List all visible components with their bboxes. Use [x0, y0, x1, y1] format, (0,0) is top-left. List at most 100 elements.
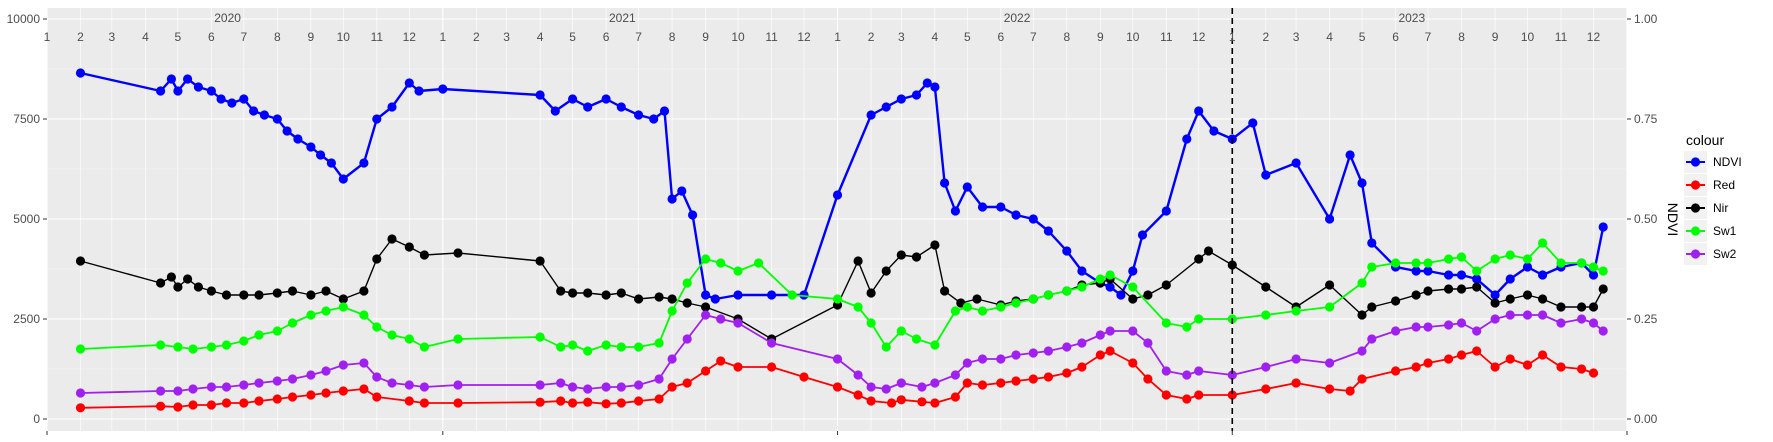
data-point-sw1 — [977, 306, 988, 316]
data-point-red — [1194, 390, 1204, 400]
data-point-ndvi — [1209, 126, 1219, 136]
data-point-ndvi — [667, 194, 677, 204]
data-point-red — [287, 392, 298, 402]
data-point-sw1 — [1505, 250, 1515, 260]
data-point-nir — [1357, 310, 1367, 320]
data-point-sw1 — [1194, 314, 1204, 324]
data-point-sw1 — [1062, 286, 1072, 296]
data-point-sw2 — [1598, 326, 1608, 336]
data-point-ndvi — [1357, 178, 1367, 188]
data-point-sw2 — [950, 370, 961, 380]
data-point-sw2 — [1062, 342, 1072, 352]
data-point-nir — [881, 266, 891, 276]
data-point-sw2 — [682, 334, 692, 344]
data-point-sw2 — [206, 382, 216, 392]
data-point-sw2 — [1261, 362, 1271, 372]
data-point-nir — [853, 256, 863, 266]
data-point-ndvi — [911, 90, 922, 100]
data-point-red — [1325, 384, 1335, 394]
month-label: 5 — [1359, 30, 1366, 44]
data-point-sw2 — [1357, 346, 1367, 356]
data-point-ndvi — [1598, 222, 1608, 232]
data-point-nir — [568, 288, 578, 298]
data-point-red — [321, 388, 331, 398]
data-point-sw2 — [1411, 322, 1421, 332]
month-label: 4 — [537, 30, 544, 44]
data-point-ndvi — [568, 94, 578, 104]
month-label: 8 — [669, 30, 676, 44]
data-point-nir — [972, 294, 982, 304]
data-point-ndvi — [173, 86, 183, 96]
data-point-sw1 — [853, 302, 863, 312]
data-point-ndvi — [1248, 118, 1258, 128]
data-point-sw1 — [701, 254, 711, 264]
month-label: 1 — [834, 30, 841, 44]
data-point-nir — [940, 286, 950, 296]
data-point-nir — [221, 290, 232, 300]
data-point-sw1 — [419, 342, 429, 352]
data-point-ndvi — [272, 114, 282, 124]
data-point-sw1 — [173, 342, 183, 352]
data-point-nir — [1367, 302, 1377, 312]
data-point-nir — [1444, 284, 1454, 294]
data-point-red — [1588, 368, 1599, 378]
data-point-sw2 — [372, 372, 382, 382]
data-point-ndvi — [1194, 106, 1204, 116]
data-point-sw1 — [1577, 258, 1587, 268]
data-point-red — [616, 398, 626, 408]
data-point-sw2 — [733, 318, 743, 328]
data-point-red — [568, 398, 578, 408]
legend-label: Red — [1713, 178, 1735, 192]
data-point-sw1 — [1556, 258, 1566, 268]
data-point-sw1 — [716, 258, 726, 268]
data-point-ndvi — [1291, 158, 1301, 168]
data-point-nir — [166, 272, 176, 282]
data-point-ndvi — [1011, 210, 1021, 220]
data-point-nir — [1522, 290, 1533, 300]
data-point-nir — [183, 274, 193, 284]
data-point-ndvi — [316, 150, 326, 160]
data-point-sw2 — [1423, 322, 1433, 332]
data-point-ndvi — [1182, 134, 1192, 144]
data-point-sw1 — [1367, 262, 1377, 272]
data-point-sw2 — [239, 380, 249, 390]
data-point-ndvi — [1444, 270, 1454, 280]
data-point-nir — [338, 294, 348, 304]
data-point-sw1 — [568, 340, 578, 350]
legend-title: colour — [1686, 132, 1724, 148]
month-label: 7 — [1425, 30, 1432, 44]
data-point-nir — [1203, 246, 1214, 256]
data-point-red — [1182, 394, 1192, 404]
data-point-nir — [75, 256, 86, 266]
data-point-ndvi — [601, 94, 611, 104]
data-point-nir — [535, 256, 545, 266]
data-point-sw2 — [996, 354, 1006, 364]
data-point-nir — [896, 250, 906, 260]
data-point-sw1 — [1043, 290, 1053, 300]
data-point-nir — [616, 288, 626, 298]
month-label: 2 — [868, 30, 875, 44]
data-point-sw1 — [287, 318, 298, 328]
y2-axis-title: NDVI — [1665, 203, 1681, 236]
data-point-sw1 — [221, 340, 232, 350]
y-tick-label: 2500 — [13, 312, 40, 326]
data-point-red — [419, 398, 429, 408]
data-point-red — [887, 398, 897, 408]
data-point-ndvi — [962, 182, 972, 192]
data-point-sw2 — [1095, 330, 1105, 340]
month-label: 12 — [403, 30, 417, 44]
data-point-sw2 — [654, 374, 664, 384]
y2-tick-label: 1.00 — [1634, 12, 1658, 26]
data-point-nir — [654, 292, 664, 302]
data-point-nir — [667, 294, 677, 304]
data-point-nir — [701, 302, 711, 312]
data-point-ndvi — [710, 294, 720, 304]
data-point-sw2 — [1028, 348, 1038, 358]
data-point-sw1 — [616, 342, 626, 352]
data-point-sw1 — [1391, 258, 1401, 268]
month-label: 7 — [635, 30, 642, 44]
month-label: 11 — [1160, 30, 1173, 44]
data-point-nir — [634, 294, 644, 304]
data-point-sw1 — [206, 342, 216, 352]
data-point-red — [206, 400, 216, 410]
